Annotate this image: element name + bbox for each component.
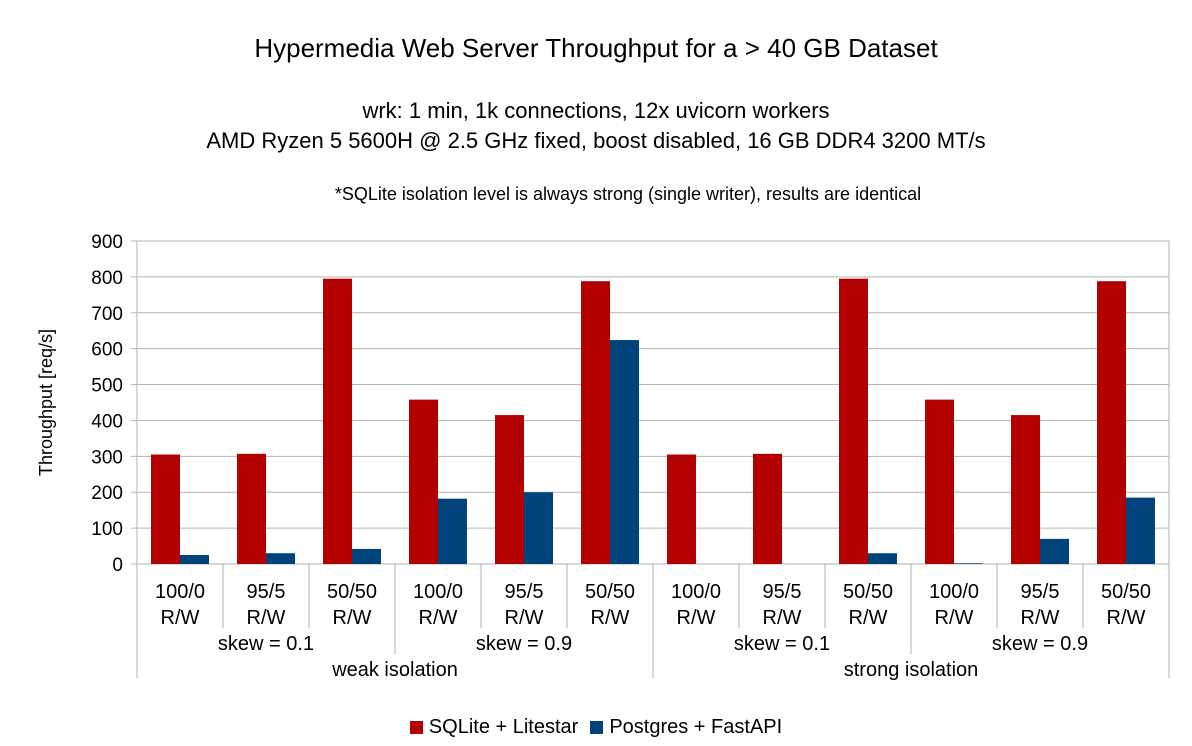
y-tick-label: 600 [91, 340, 123, 361]
y-axis-label: Throughput [req/s] [36, 329, 56, 476]
x-tick-label-rw: R/W [1107, 607, 1146, 629]
legend-item-sqlite: SQLite + Litestar [409, 716, 579, 739]
bar-sqlite [237, 453, 266, 564]
legend-item-postgres: Postgres + FastAPI [590, 716, 782, 739]
x-tick-label-ratio: 50/50 [843, 581, 893, 603]
x-tick-label-ratio: 100/0 [929, 581, 979, 603]
x-tick-label-rw: R/W [849, 607, 888, 629]
bar-sqlite [1097, 281, 1126, 564]
bar-sqlite [925, 399, 954, 564]
x-tick-label-ratio: 100/0 [413, 581, 463, 603]
x-tick-label-rw: R/W [419, 607, 458, 629]
bar-sqlite [839, 278, 868, 564]
bar-sqlite [667, 454, 696, 564]
y-tick-label: 200 [91, 483, 123, 504]
x-tick-label-rw: R/W [161, 607, 200, 629]
bar-postgres [954, 563, 983, 564]
x-tick-label-ratio: 95/5 [247, 581, 286, 603]
x-group-label-isolation: strong isolation [844, 659, 979, 681]
bar-sqlite [495, 415, 524, 564]
x-tick-label-rw: R/W [677, 607, 716, 629]
bar-sqlite [323, 278, 352, 564]
bar-postgres [868, 553, 897, 564]
x-tick-label-ratio: 95/5 [1021, 581, 1060, 603]
x-tick-label-ratio: 50/50 [585, 581, 635, 603]
y-tick-label: 400 [91, 411, 123, 432]
x-tick-label-ratio: 100/0 [155, 581, 205, 603]
y-tick-label: 500 [91, 376, 123, 397]
legend-label-postgres: Postgres + FastAPI [609, 716, 783, 738]
bar-postgres [438, 498, 467, 564]
legend-swatch-sqlite [409, 721, 423, 734]
chart-note: *SQLite isolation level is always strong… [334, 184, 922, 204]
x-group-label-skew: skew = 0.9 [476, 633, 572, 655]
bar-sqlite [581, 281, 610, 564]
x-tick-label-rw: R/W [935, 607, 974, 629]
x-tick-label-rw: R/W [505, 607, 544, 629]
y-tick-label: 900 [91, 232, 123, 253]
x-tick-label-ratio: 100/0 [671, 581, 721, 603]
chart-title: Hypermedia Web Server Throughput for a >… [254, 33, 938, 63]
chart-subtitle-line-2: AMD Ryzen 5 5600H @ 2.5 GHz fixed, boost… [206, 128, 986, 153]
bar-postgres [1040, 538, 1069, 564]
chart-legend: SQLite + Litestar Postgres + FastAPI [0, 716, 1192, 739]
legend-label-sqlite: SQLite + Litestar [428, 716, 579, 738]
bar-postgres [610, 340, 639, 564]
x-tick-label-rw: R/W [763, 607, 802, 629]
bar-postgres [352, 548, 381, 564]
legend-swatch-postgres [590, 721, 604, 734]
x-group-label-skew: skew = 0.9 [992, 633, 1088, 655]
bar-postgres [524, 492, 553, 564]
y-tick-label: 300 [91, 447, 123, 468]
x-group-label-isolation: weak isolation [331, 659, 458, 681]
x-tick-label-rw: R/W [333, 607, 372, 629]
x-tick-label-ratio: 95/5 [505, 581, 544, 603]
bar-sqlite [409, 399, 438, 564]
bar-sqlite [1011, 415, 1040, 564]
bar-sqlite [753, 453, 782, 564]
x-tick-label-rw: R/W [1021, 607, 1060, 629]
chart-subtitle-line-1: wrk: 1 min, 1k connections, 12x uvicorn … [362, 98, 830, 123]
y-tick-label: 800 [91, 268, 123, 289]
x-group-label-skew: skew = 0.1 [218, 633, 314, 655]
y-tick-label: 700 [91, 304, 123, 325]
x-tick-label-rw: R/W [591, 607, 630, 629]
bar-postgres [180, 555, 209, 564]
bar-sqlite [151, 454, 180, 564]
bar-postgres [1126, 497, 1155, 564]
y-tick-label: 0 [112, 555, 123, 576]
x-tick-label-ratio: 50/50 [327, 581, 377, 603]
bar-postgres [266, 553, 295, 564]
x-tick-label-ratio: 50/50 [1101, 581, 1151, 603]
x-tick-label-rw: R/W [247, 607, 286, 629]
x-group-label-skew: skew = 0.1 [734, 633, 830, 655]
y-tick-label: 100 [91, 519, 123, 540]
x-tick-label-ratio: 95/5 [763, 581, 802, 603]
